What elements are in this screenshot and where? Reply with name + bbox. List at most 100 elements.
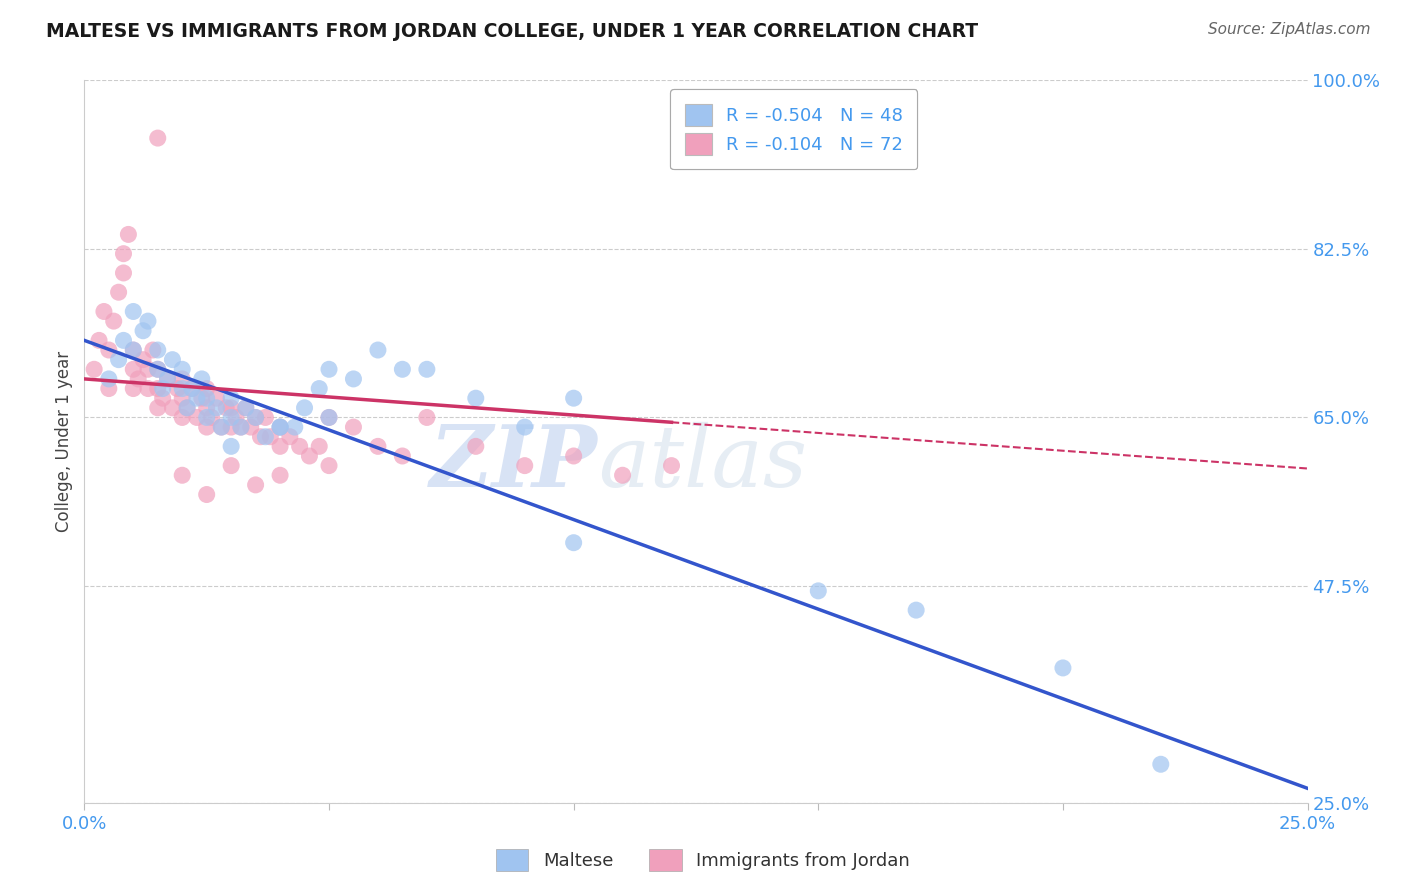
Point: [219, 401, 242, 415]
Point: [269, 420, 291, 434]
Point: [245, 410, 267, 425]
Point: [181, 382, 204, 396]
Point: [464, 439, 486, 453]
Point: [200, 410, 222, 425]
Point: [107, 352, 129, 367]
Point: [172, 468, 194, 483]
Point: [122, 362, 145, 376]
Point: [391, 362, 413, 376]
Point: [1052, 661, 1074, 675]
Point: [156, 372, 179, 386]
Point: [97, 382, 120, 396]
Point: [152, 382, 174, 396]
Point: [117, 227, 139, 242]
Point: [278, 430, 301, 444]
Point: [661, 458, 683, 473]
Legend: R = -0.504   N = 48, R = -0.104   N = 72: R = -0.504 N = 48, R = -0.104 N = 72: [671, 89, 918, 169]
Point: [235, 401, 257, 415]
Point: [1150, 757, 1173, 772]
Point: [176, 401, 198, 415]
Point: [195, 401, 218, 415]
Point: [905, 603, 928, 617]
Point: [249, 430, 271, 444]
Point: [136, 362, 159, 376]
Text: ZIP: ZIP: [430, 421, 598, 505]
Point: [122, 343, 145, 357]
Text: atlas: atlas: [598, 422, 807, 505]
Point: [127, 372, 149, 386]
Point: [191, 372, 214, 386]
Point: [162, 352, 184, 367]
Point: [172, 410, 194, 425]
Point: [122, 382, 145, 396]
Point: [172, 382, 194, 396]
Point: [176, 401, 198, 415]
Point: [172, 391, 194, 405]
Point: [254, 430, 277, 444]
Point: [156, 372, 179, 386]
Point: [229, 420, 252, 434]
Point: [562, 535, 585, 549]
Point: [122, 343, 145, 357]
Point: [269, 439, 291, 453]
Point: [367, 343, 389, 357]
Point: [219, 439, 242, 453]
Point: [146, 362, 169, 376]
Point: [195, 382, 218, 396]
Point: [254, 410, 277, 425]
Point: [239, 420, 262, 434]
Point: [308, 439, 330, 453]
Point: [513, 420, 536, 434]
Point: [245, 410, 267, 425]
Point: [205, 391, 228, 405]
Point: [269, 468, 291, 483]
Point: [308, 382, 330, 396]
Point: [562, 449, 585, 463]
Point: [136, 382, 159, 396]
Legend: Maltese, Immigrants from Jordan: Maltese, Immigrants from Jordan: [489, 842, 917, 879]
Point: [229, 420, 252, 434]
Point: [103, 314, 125, 328]
Point: [186, 391, 208, 405]
Point: [136, 314, 159, 328]
Point: [219, 410, 242, 425]
Point: [146, 362, 169, 376]
Point: [195, 410, 218, 425]
Point: [132, 352, 155, 367]
Point: [288, 439, 311, 453]
Point: [205, 401, 228, 415]
Point: [235, 401, 257, 415]
Point: [146, 401, 169, 415]
Point: [318, 362, 340, 376]
Point: [219, 458, 242, 473]
Point: [209, 420, 232, 434]
Point: [367, 439, 389, 453]
Point: [83, 362, 105, 376]
Point: [172, 362, 194, 376]
Point: [342, 420, 364, 434]
Point: [181, 382, 204, 396]
Point: [97, 343, 120, 357]
Point: [142, 343, 165, 357]
Point: [172, 372, 194, 386]
Point: [162, 401, 184, 415]
Point: [464, 391, 486, 405]
Point: [416, 362, 439, 376]
Point: [146, 343, 169, 357]
Point: [269, 420, 291, 434]
Point: [245, 478, 267, 492]
Point: [112, 266, 135, 280]
Point: [112, 334, 135, 348]
Point: [166, 382, 188, 396]
Point: [416, 410, 439, 425]
Point: [97, 372, 120, 386]
Point: [318, 410, 340, 425]
Point: [209, 420, 232, 434]
Point: [87, 334, 110, 348]
Point: [562, 391, 585, 405]
Point: [225, 410, 247, 425]
Point: [294, 401, 316, 415]
Text: Source: ZipAtlas.com: Source: ZipAtlas.com: [1208, 22, 1371, 37]
Point: [186, 410, 208, 425]
Point: [93, 304, 115, 318]
